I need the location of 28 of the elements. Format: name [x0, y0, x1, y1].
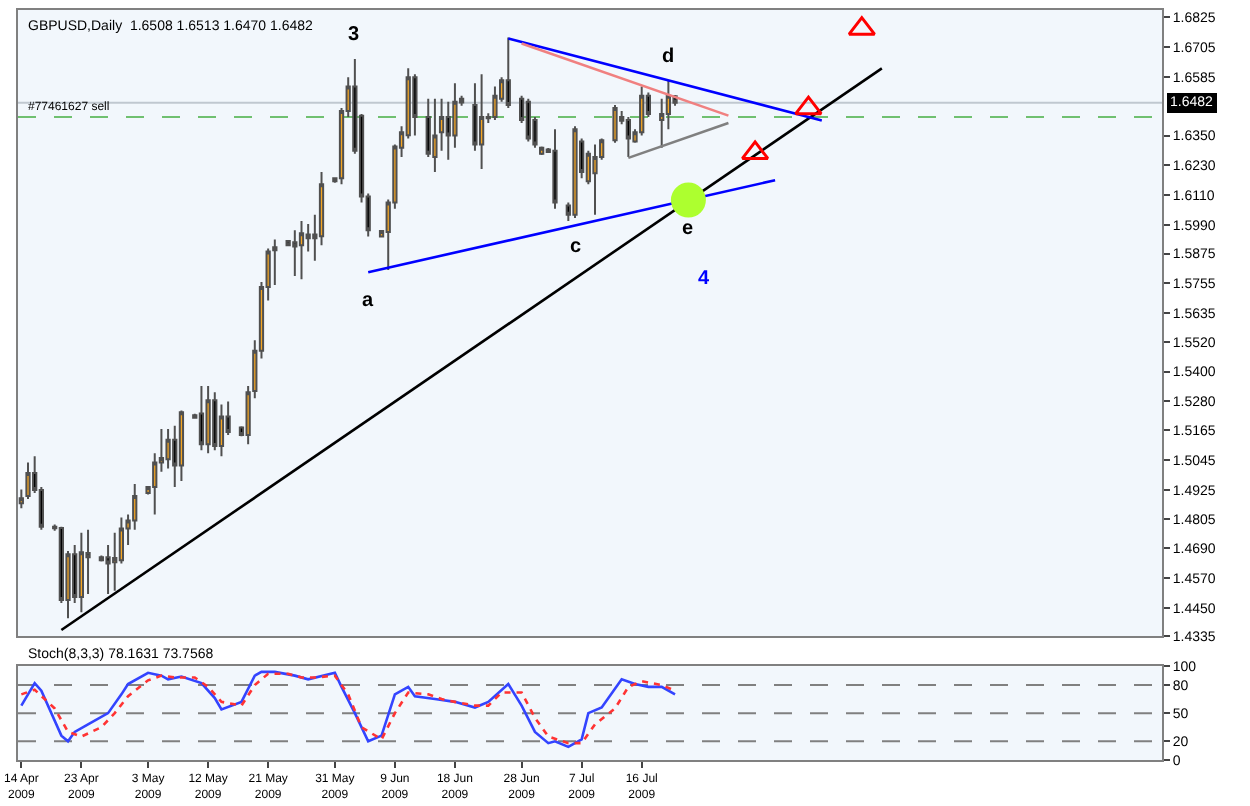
- candlestick: [205, 385, 211, 455]
- point: [794, 95, 823, 116]
- annotation: d: [662, 46, 675, 68]
- candlestick: [412, 73, 418, 137]
- candlestick: [572, 125, 578, 219]
- candlestick: [505, 36, 511, 109]
- candlestick: [492, 85, 498, 122]
- candlestick: [612, 103, 618, 144]
- point: [670, 182, 706, 218]
- candlestick: [478, 73, 485, 171]
- candlestick: [178, 409, 185, 482]
- candlestick: [292, 229, 298, 277]
- annotation: 3: [348, 24, 360, 46]
- annotation: c: [570, 236, 582, 258]
- candlestick: [525, 97, 531, 143]
- annotation: a: [362, 290, 374, 312]
- candlestick: [78, 531, 84, 614]
- candlestick: [552, 128, 558, 210]
- candlestick: [625, 116, 631, 158]
- annotation: e: [682, 218, 694, 240]
- candlestick: [592, 143, 598, 216]
- annotation: 4: [698, 268, 710, 290]
- candlestick: [212, 391, 218, 452]
- candlestick: [198, 385, 205, 452]
- candlestick: [298, 219, 305, 281]
- candlestick: [639, 85, 645, 137]
- candlestick: [432, 97, 438, 174]
- candlestick: [25, 461, 31, 501]
